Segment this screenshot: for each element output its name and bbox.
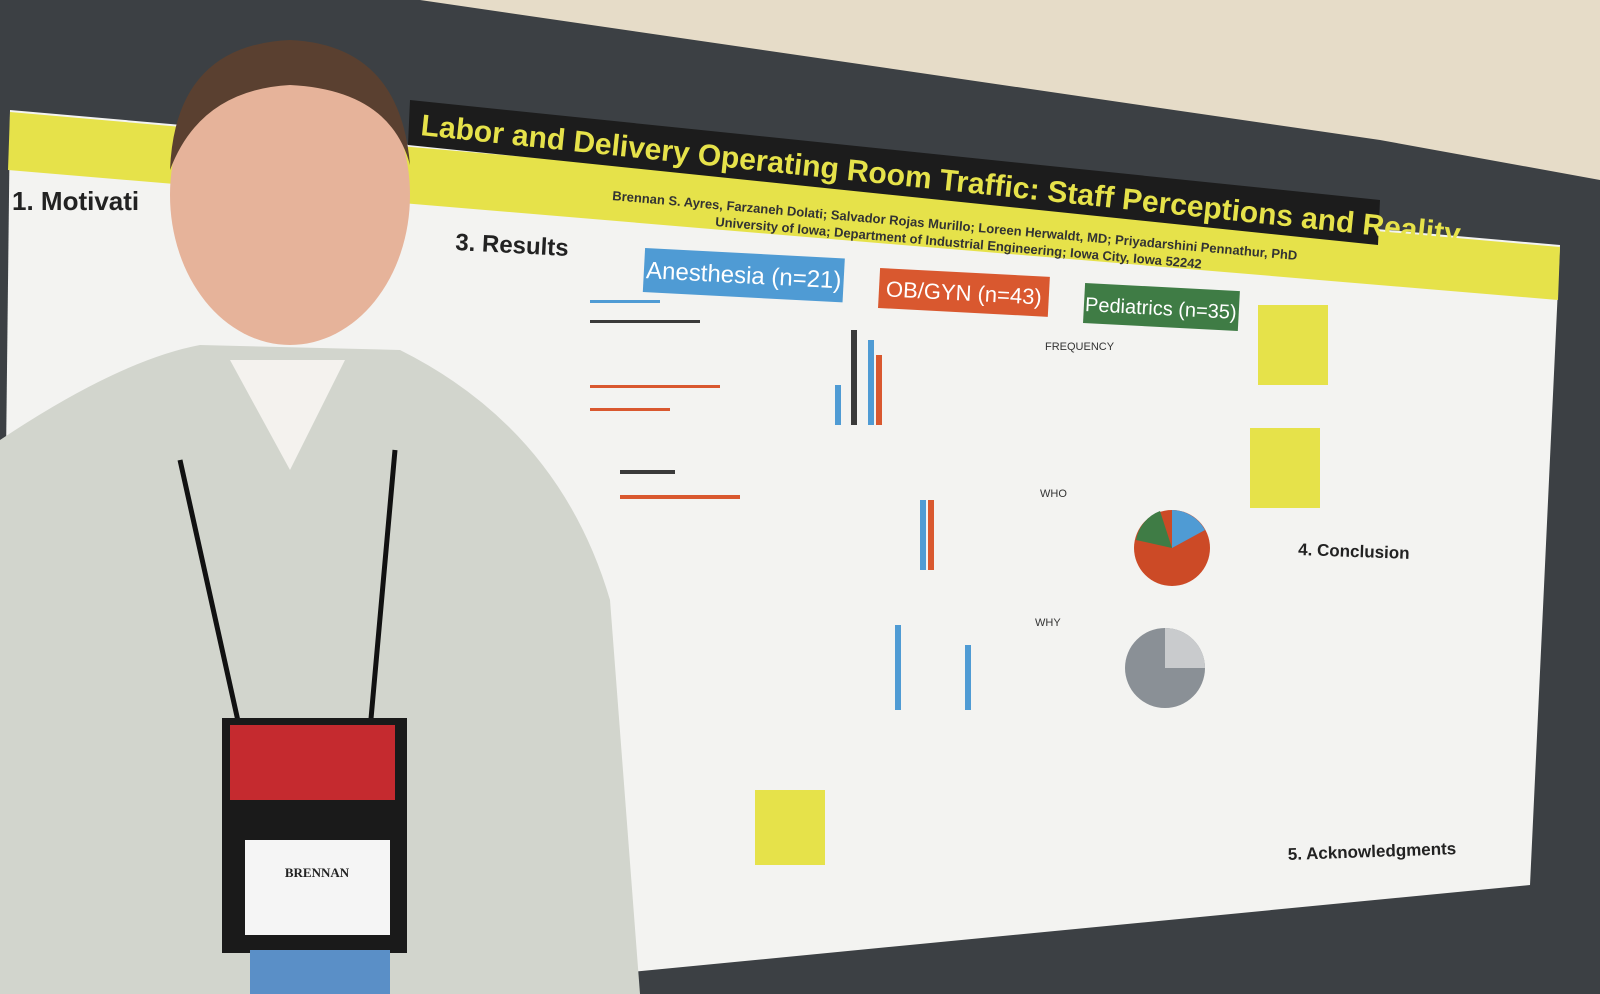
person: BRENNAN	[0, 40, 640, 994]
badge-name: BRENNAN	[285, 865, 350, 880]
title-bar	[408, 100, 1380, 245]
side-label: WHO	[1040, 488, 1067, 500]
badge-card	[245, 840, 390, 935]
badge-top	[230, 725, 395, 800]
chart-decoration	[590, 300, 1328, 865]
undershirt	[230, 360, 345, 470]
badge-ribbon	[250, 950, 390, 994]
section-heading: 3. Results	[455, 229, 570, 262]
section-heading: 1. Motivati	[12, 186, 139, 216]
shirt	[0, 345, 640, 994]
group-box	[878, 268, 1050, 317]
section-heading: 4. Conclusion	[1298, 540, 1410, 563]
group-box	[642, 248, 845, 303]
group-box	[1083, 283, 1240, 332]
hair	[170, 40, 410, 170]
lanyard	[177, 449, 398, 731]
side-label: WHY	[1035, 617, 1061, 629]
side-label: FREQUENCY	[1045, 341, 1115, 353]
ceiling	[420, 0, 1600, 180]
face	[170, 45, 410, 345]
